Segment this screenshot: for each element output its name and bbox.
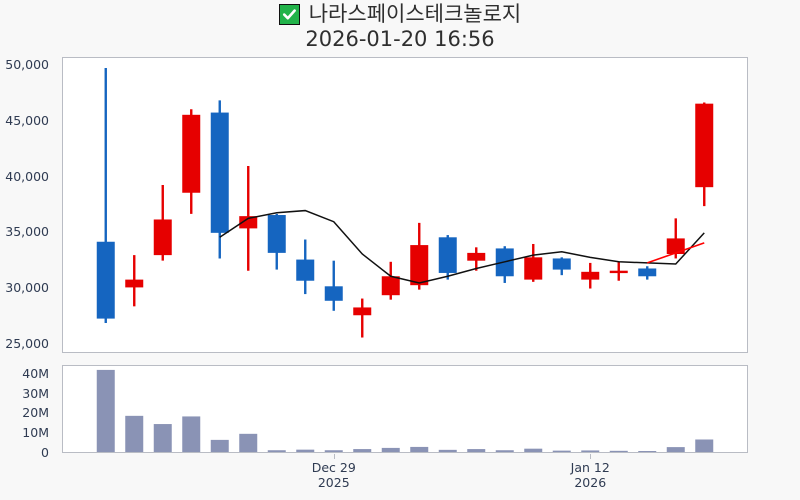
volume-tick-label: 0 [41, 444, 49, 460]
candle[interactable] [495, 246, 514, 283]
candle-body [638, 268, 657, 277]
candle[interactable] [695, 102, 714, 207]
price-tick-label: 45,000 [5, 112, 49, 128]
candle-body [438, 237, 457, 273]
x-tick-label-line1: Jan 12 [570, 460, 610, 475]
volume-bar[interactable] [296, 449, 315, 452]
volume-tick-label: 30M [22, 385, 49, 401]
candle[interactable] [410, 222, 429, 290]
candle[interactable] [182, 109, 201, 214]
x-tick-mark [333, 454, 335, 459]
moving-average-line [219, 209, 705, 284]
volume-bar[interactable] [381, 447, 400, 452]
timestamp-label: 2026-01-20 16:56 [305, 27, 495, 51]
candle-body [125, 279, 144, 288]
volume-bar[interactable] [239, 433, 258, 452]
volume-bar[interactable] [182, 416, 201, 452]
volume-bar[interactable] [410, 446, 429, 452]
volume-chart-panel[interactable] [62, 365, 748, 453]
candle[interactable] [609, 261, 628, 281]
candle-body [210, 112, 229, 233]
price-tick-label: 40,000 [5, 168, 49, 184]
candle-body [353, 307, 372, 316]
volume-bar[interactable] [438, 449, 457, 452]
candle-body [153, 219, 172, 256]
candle[interactable] [267, 213, 286, 270]
volume-bar[interactable] [638, 451, 657, 452]
price-axis-labels: 25,000 30,000 35,000 40,000 45,000 50,000 [0, 57, 56, 353]
candle[interactable] [153, 184, 172, 261]
candlestick-plot [96, 68, 714, 338]
candle[interactable] [524, 243, 543, 282]
volume-bar[interactable] [581, 450, 600, 452]
candle-body [609, 270, 628, 274]
candle-body [666, 238, 685, 254]
volume-tick-label: 40M [22, 366, 49, 382]
candle[interactable] [296, 239, 315, 295]
x-tick-label-line2: 2025 [317, 475, 350, 490]
candle-body [182, 114, 201, 193]
candle[interactable] [381, 261, 400, 300]
volume-bar[interactable] [96, 369, 115, 452]
candle[interactable] [581, 262, 600, 289]
candle[interactable] [125, 255, 144, 307]
candle[interactable] [438, 235, 457, 280]
check-icon[interactable] [278, 3, 300, 25]
volume-bar[interactable] [267, 450, 286, 452]
x-tick-label-line1: Dec 29 [311, 460, 356, 475]
x-axis-labels: Dec 29 2025 Jan 12 2026 [0, 454, 800, 495]
chart-header: 나라스페이스테크놀로지 2026-01-20 16:56 [0, 0, 800, 52]
volume-bar[interactable] [609, 450, 628, 452]
volume-bar[interactable] [695, 439, 714, 452]
candle[interactable] [324, 260, 343, 311]
candle-body [410, 245, 429, 286]
candle-body [96, 241, 115, 319]
candle-body [324, 286, 343, 301]
page-title: 나라스페이스테크놀로지 [308, 2, 522, 26]
candle[interactable] [353, 298, 372, 338]
candle-body [467, 252, 486, 261]
candle[interactable] [467, 247, 486, 271]
volume-bar[interactable] [467, 449, 486, 452]
trend-line [646, 242, 705, 264]
price-tick-label: 35,000 [5, 224, 49, 240]
volume-bar[interactable] [324, 450, 343, 452]
volume-axis-labels: 0 10M 20M 30M 40M [0, 365, 56, 458]
volume-tick-label: 10M [22, 424, 49, 440]
candle[interactable] [552, 257, 571, 276]
volume-bar[interactable] [353, 449, 372, 452]
candle-body [552, 258, 571, 270]
candle[interactable] [638, 266, 657, 280]
volume-tick-label: 20M [22, 405, 49, 421]
volume-bar[interactable] [153, 424, 172, 452]
candle[interactable] [96, 68, 115, 324]
candle-body [381, 276, 400, 296]
title-row: 나라스페이스테크놀로지 [0, 2, 800, 26]
x-tick-label: Dec 29 2025 [284, 460, 384, 490]
x-tick-label: Jan 12 2026 [540, 460, 640, 490]
volume-bar[interactable] [210, 439, 229, 452]
volume-bar[interactable] [666, 447, 685, 452]
candle-body [695, 103, 714, 188]
x-tick-mark [590, 454, 592, 459]
price-tick-label: 30,000 [5, 279, 49, 295]
candle-body [239, 216, 258, 229]
candle[interactable] [666, 218, 685, 259]
x-tick-label-line2: 2026 [574, 475, 607, 490]
subtitle-row: 2026-01-20 16:56 [0, 27, 800, 51]
volume-bar[interactable] [552, 450, 571, 452]
candle[interactable] [210, 100, 229, 259]
volume-bar[interactable] [495, 450, 514, 452]
price-chart-panel[interactable] [62, 57, 748, 353]
candle-body [267, 215, 286, 253]
candle-body [296, 259, 315, 281]
volume-bar[interactable] [524, 448, 543, 452]
candle-body [524, 257, 543, 280]
candle-body [581, 271, 600, 280]
price-tick-label: 25,000 [5, 335, 49, 351]
price-tick-label: 50,000 [5, 57, 49, 73]
volume-bar[interactable] [125, 415, 144, 452]
volume-plot [96, 369, 714, 452]
